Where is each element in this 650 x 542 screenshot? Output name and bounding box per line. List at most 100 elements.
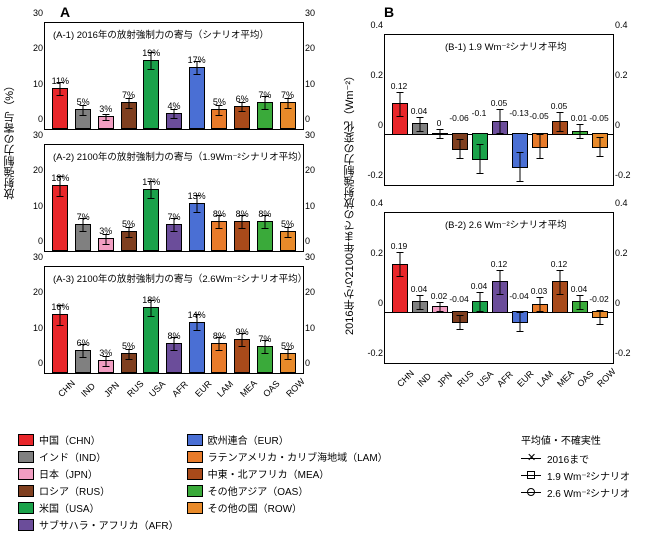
- bar-USA: [143, 307, 159, 373]
- bar-MEA: [552, 281, 568, 313]
- xtick: JPN: [102, 382, 119, 399]
- bar-USA: [143, 60, 159, 129]
- bar-LAM: [211, 109, 227, 129]
- swatch-icon: [187, 485, 203, 497]
- bar-value-label: -0.04: [509, 291, 528, 301]
- bar-RUS: [121, 353, 137, 373]
- marker-o-icon: [527, 488, 535, 496]
- bar-LAM: [211, 343, 227, 373]
- bar-LAM: [211, 221, 227, 251]
- legend-item: その他の国（ROW）: [187, 500, 388, 515]
- legend-label: インド（IND）: [39, 449, 106, 464]
- xtick: IND: [79, 382, 96, 399]
- legend-item: ラテンアメリカ・カリブ海地域（LAM）: [187, 449, 388, 464]
- bar-value-label: 0.03: [531, 286, 548, 296]
- bar-LAM: [532, 133, 548, 148]
- bar-EUR: [512, 133, 528, 168]
- panel-A-3: (A-3) 2100年の放射強制力の寄与（2.6Wm⁻²シナリオ平均）01020…: [44, 266, 304, 374]
- xtick: USA: [147, 382, 164, 399]
- bar-ROW: [280, 231, 296, 251]
- bar-IND: [75, 224, 91, 251]
- panel-A-2: (A-2) 2100年の放射強制力の寄与（1.9Wm⁻²シナリオ平均）01020…: [44, 144, 304, 252]
- bar-ROW: [280, 353, 296, 373]
- legend-label: 米国（USA）: [39, 500, 100, 515]
- bar-USA: [143, 189, 159, 251]
- bar-value-label: 0: [437, 118, 442, 128]
- bar-CHN: [52, 88, 68, 129]
- bar-value-label: -0.05: [529, 111, 548, 121]
- swatch-icon: [18, 468, 34, 480]
- bar-RUS: [452, 311, 468, 323]
- legend-item: 欧州連合（EUR）: [187, 432, 388, 447]
- legend-label: その他アジア（OAS）: [208, 483, 309, 498]
- xtick: CHN: [395, 372, 412, 389]
- bar-value-label: -0.04: [449, 294, 468, 304]
- panel-B-2: (B-2) 2.6 Wm⁻²シナリオ平均-0.200.20.4-0.200.20…: [384, 212, 614, 364]
- bar-IND: [75, 350, 91, 373]
- bar-value-label: 0.19: [391, 241, 408, 251]
- bar-value-label: 0.04: [571, 284, 588, 294]
- bar-LAM: [532, 304, 548, 314]
- bar-USA: [472, 133, 488, 160]
- xtick: AFR: [170, 382, 187, 399]
- uncert-row: ✕2016まで: [521, 451, 630, 466]
- bar-EUR: [189, 322, 205, 373]
- bar-value-label: 0.01: [571, 113, 588, 123]
- xtick: CHN: [56, 382, 73, 399]
- xtick: OAS: [575, 372, 592, 389]
- swatch-icon: [18, 519, 34, 531]
- bar-RUS: [121, 102, 137, 129]
- bar-EUR: [189, 203, 205, 251]
- bar-JPN: [432, 306, 448, 313]
- legend-label: サブサハラ・アフリカ（AFR）: [39, 517, 179, 532]
- bar-value-label: -0.1: [472, 108, 487, 118]
- bar-CHN: [392, 103, 408, 135]
- panel-B-1: (B-1) 1.9 Wm⁻²シナリオ平均-0.200.20.4-0.200.20…: [384, 34, 614, 186]
- xtick: MEA: [555, 372, 572, 389]
- bar-USA: [472, 301, 488, 313]
- bar-MEA: [234, 339, 250, 373]
- swatch-icon: [18, 434, 34, 446]
- panel-A-1: (A-1) 2016年の放射強制力の寄与（シナリオ平均）010203001020…: [44, 22, 304, 130]
- y-axis-label-b: 2016年から2100年までの放射強制力の変化（Wm⁻²）: [342, 70, 356, 335]
- swatch-icon: [187, 434, 203, 446]
- xtick: USA: [475, 372, 492, 389]
- uncert-row: 2.6 Wm⁻²シナリオ: [521, 485, 630, 500]
- legend-item: その他アジア（OAS）: [187, 483, 388, 498]
- bar-JPN: [432, 133, 448, 135]
- bar-EUR: [189, 67, 205, 129]
- bar-AFR: [492, 281, 508, 313]
- swatch-icon: [187, 502, 203, 514]
- bar-CHN: [52, 185, 68, 251]
- bar-ROW: [592, 311, 608, 318]
- bar-OAS: [257, 102, 273, 129]
- uncert-label: 1.9 Wm⁻²シナリオ: [547, 468, 630, 483]
- bar-value-label: 0.05: [551, 101, 568, 111]
- legend-item: サブサハラ・アフリカ（AFR）: [18, 517, 179, 532]
- legend: 中国（CHN）インド（IND）日本（JPN）ロシア（RUS）米国（USA）サブサ…: [18, 432, 388, 532]
- bar-CHN: [52, 314, 68, 373]
- bar-AFR: [166, 224, 182, 251]
- bar-OAS: [257, 221, 273, 251]
- bar-OAS: [572, 301, 588, 313]
- legend-label: ロシア（RUS）: [39, 483, 110, 498]
- bar-ROW: [280, 102, 296, 129]
- xtick: LAM: [535, 372, 552, 389]
- legend-item: インド（IND）: [18, 449, 179, 464]
- figure-root: { "groupA_label":"A", "groupB_label":"B"…: [0, 0, 650, 542]
- uncert-label: 2016まで: [547, 451, 589, 466]
- bar-MEA: [234, 106, 250, 129]
- bar-IND: [412, 301, 428, 313]
- bar-value-label: 0.12: [391, 81, 408, 91]
- bar-value-label: 0.04: [411, 106, 428, 116]
- bar-value-label: 0.12: [491, 259, 508, 269]
- swatch-icon: [187, 451, 203, 463]
- bar-CHN: [392, 264, 408, 314]
- swatch-icon: [18, 485, 34, 497]
- bar-MEA: [552, 121, 568, 136]
- legend-item: 日本（JPN）: [18, 466, 179, 481]
- group-b-label: B: [384, 4, 394, 20]
- swatch-icon: [18, 451, 34, 463]
- bar-value-label: -0.02: [589, 294, 608, 304]
- xtick: ROW: [284, 382, 301, 399]
